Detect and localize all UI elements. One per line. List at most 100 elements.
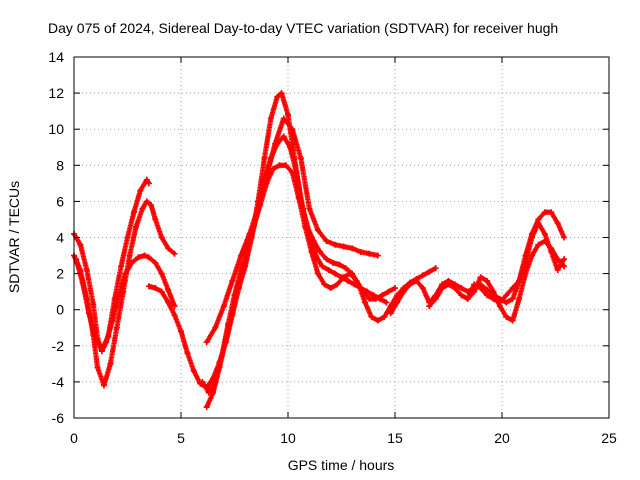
- data-point: [152, 216, 159, 223]
- data-point: [528, 234, 535, 241]
- data-point: [184, 350, 191, 357]
- data-point: [124, 234, 131, 241]
- data-point: [152, 259, 159, 266]
- data-point: [349, 245, 356, 252]
- data-point: [342, 265, 349, 272]
- data-point: [158, 270, 165, 277]
- data-point: [77, 241, 84, 248]
- x-tick-label: 0: [70, 430, 78, 446]
- data-point: [381, 313, 388, 320]
- data-point: [347, 270, 354, 277]
- data-point: [278, 90, 285, 97]
- data-point: [379, 292, 386, 299]
- data-point: [541, 209, 548, 216]
- data-point: [276, 162, 283, 169]
- data-point: [199, 378, 206, 385]
- data-points: [71, 90, 568, 411]
- data-point: [366, 295, 373, 302]
- data-point: [394, 299, 401, 306]
- data-point: [139, 205, 146, 212]
- data-point: [133, 223, 140, 230]
- data-point: [368, 313, 375, 320]
- data-point: [561, 256, 568, 263]
- data-point: [190, 368, 197, 375]
- data-point: [310, 238, 317, 245]
- data-point: [107, 360, 114, 367]
- data-point: [451, 285, 458, 292]
- y-tick-label: 6: [56, 193, 64, 209]
- y-tick-label: -4: [52, 374, 65, 390]
- data-point: [83, 266, 90, 273]
- data-point: [419, 285, 426, 292]
- x-tick-label: 20: [494, 430, 510, 446]
- data-point: [152, 285, 159, 292]
- data-point: [477, 274, 484, 281]
- data-point: [285, 111, 291, 118]
- data-point: [237, 266, 244, 273]
- data-point: [231, 292, 238, 299]
- data-point: [426, 303, 433, 310]
- data-point: [366, 250, 373, 257]
- y-tick-label: 14: [48, 49, 64, 65]
- data-point: [340, 243, 347, 250]
- data-point: [445, 281, 452, 288]
- data-point: [374, 317, 381, 324]
- x-axis-title: GPS time / hours: [288, 457, 395, 473]
- data-point: [145, 283, 152, 290]
- data-point: [113, 324, 120, 331]
- data-point: [484, 286, 491, 293]
- data-point: [165, 299, 172, 306]
- data-point: [357, 248, 364, 255]
- data-point: [392, 285, 398, 292]
- data-point: [306, 205, 313, 212]
- data-point: [282, 162, 289, 169]
- data-point: [503, 313, 510, 320]
- data-point: [141, 252, 148, 259]
- series-track-10: [464, 220, 568, 306]
- data-point: [158, 234, 165, 241]
- data-point: [297, 155, 304, 162]
- data-point: [432, 265, 439, 272]
- data-point: [332, 270, 339, 277]
- data-point: [490, 288, 497, 295]
- data-point: [477, 285, 484, 292]
- data-point: [178, 328, 184, 335]
- data-point: [308, 248, 315, 255]
- data-point: [229, 277, 236, 284]
- data-point: [471, 281, 478, 288]
- data-point: [332, 241, 339, 248]
- data-point: [94, 364, 101, 371]
- data-point: [137, 187, 144, 194]
- data-point: [541, 230, 548, 237]
- data-point: [218, 353, 225, 360]
- y-axis-title: SDTVAR / TECUs: [6, 181, 22, 293]
- data-point: [509, 285, 516, 292]
- y-tick-label: 8: [56, 157, 64, 173]
- chart-title: Day 075 of 2024, Sidereal Day-to-day VTE…: [48, 20, 558, 36]
- data-point: [385, 288, 392, 295]
- data-point: [426, 268, 433, 275]
- data-point: [295, 194, 302, 201]
- data-point: [314, 227, 321, 234]
- data-point: [432, 295, 439, 302]
- data-point: [143, 198, 150, 205]
- data-point: [323, 238, 330, 245]
- data-point: [212, 378, 219, 385]
- data-point: [212, 324, 219, 331]
- y-tick-label: -6: [52, 410, 65, 426]
- data-point: [165, 286, 172, 293]
- y-tick-label: 2: [56, 266, 64, 282]
- data-point: [419, 272, 426, 279]
- data-point: [100, 382, 107, 389]
- data-point: [280, 115, 287, 122]
- data-point: [291, 155, 298, 162]
- data-point: [118, 263, 125, 270]
- data-point: [158, 288, 165, 295]
- data-point: [105, 333, 112, 340]
- data-point: [344, 277, 351, 284]
- data-point: [554, 220, 561, 227]
- data-point: [92, 335, 99, 342]
- data-point: [319, 263, 326, 270]
- data-point: [548, 209, 555, 216]
